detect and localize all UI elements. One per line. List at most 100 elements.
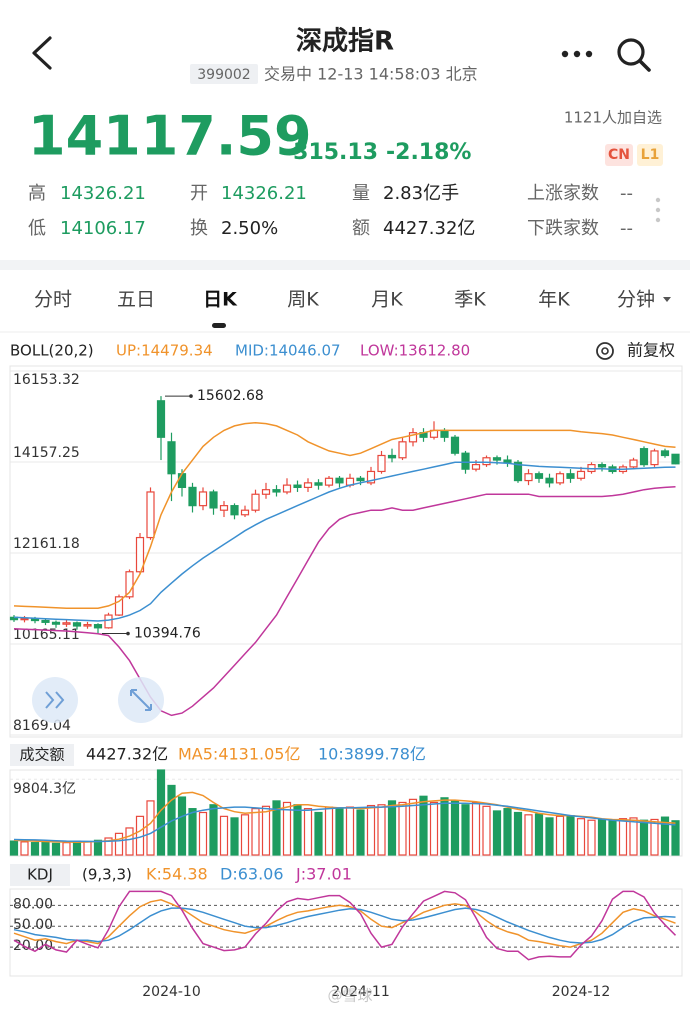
stat-value: 14106.17 (60, 218, 146, 239)
candle-body (167, 441, 176, 475)
volume-bar (482, 805, 491, 856)
tab[interactable]: 年K (538, 289, 570, 311)
volume-bar (639, 819, 649, 856)
volume-bar (597, 818, 607, 856)
volume-bar (303, 808, 313, 856)
candle-body (177, 473, 187, 489)
dropdown-icon (663, 297, 671, 302)
candle-body (240, 509, 250, 516)
volume-bar (314, 811, 323, 856)
volume-bar (513, 811, 523, 856)
settings-icon (601, 347, 609, 355)
kdj-line (13, 907, 676, 944)
y-tick-label: 20.00 (13, 938, 53, 954)
candle-body (387, 454, 397, 459)
volume-bar (629, 817, 638, 856)
stat-label: 上涨家数 (527, 183, 599, 204)
tab[interactable]: 季K (454, 289, 486, 311)
candle-body (408, 432, 418, 443)
candle-body (188, 486, 197, 507)
volume-bar (209, 804, 218, 856)
candle-body (41, 619, 50, 623)
dot (655, 197, 661, 203)
stat-value: -- (620, 183, 633, 204)
badge-bg (605, 144, 633, 166)
volume-bar (524, 814, 533, 856)
tab[interactable]: 月K (371, 289, 403, 311)
candle-body (282, 484, 292, 493)
candle-body (125, 571, 134, 598)
volume-bar (335, 808, 344, 856)
tab[interactable]: 周K (287, 289, 319, 311)
volume-bar (503, 808, 512, 856)
stat-value: 2.83亿手 (383, 183, 459, 204)
trade-status: 交易中 12-13 14:58:03 北京 (264, 65, 478, 84)
candle-body (471, 464, 481, 470)
volume-bar (450, 800, 460, 856)
tab[interactable]: 五日 (117, 289, 155, 311)
volume-bar (282, 801, 292, 856)
stat-label: 开 (190, 183, 208, 204)
x-tick-label: 2024-11 (331, 984, 390, 1000)
candle-body (314, 482, 323, 486)
y-tick-label: 14157.25 (13, 445, 80, 461)
volume-bar (146, 800, 155, 856)
volume-bar (534, 813, 544, 856)
candle-body (576, 470, 586, 479)
label-bg (10, 744, 74, 766)
volume-bar (608, 820, 617, 856)
volume-bar (272, 800, 281, 856)
expand-handle[interactable] (655, 197, 661, 223)
volume-bar (198, 811, 208, 856)
annotation-dot (189, 394, 193, 398)
volume-bar (440, 797, 449, 856)
scroll-button[interactable] (32, 677, 78, 723)
candle-body (146, 491, 155, 539)
dot (585, 50, 593, 58)
stat-value: 2.50% (221, 218, 278, 239)
candle-body (72, 622, 82, 627)
divider (0, 260, 690, 270)
fullscreen-button[interactable] (118, 677, 164, 723)
candle-body (135, 536, 145, 573)
legend-entry: MID:14046.07 (235, 342, 341, 360)
volume-bar (671, 820, 680, 856)
legend-entry: 10:3899.78亿 (318, 745, 426, 764)
last-price: 14117.59 (28, 105, 312, 168)
icon (45, 691, 65, 709)
stat-label: 量 (352, 183, 370, 204)
tab[interactable]: 分钟 (617, 289, 655, 311)
search-button[interactable] (617, 38, 651, 72)
candle-body (650, 450, 659, 466)
candle-body (461, 452, 470, 470)
volume-bar (188, 808, 197, 856)
volume-bar (555, 815, 565, 856)
x-tick-label: 2024-12 (552, 984, 611, 1000)
more-button[interactable] (561, 50, 593, 58)
candle-body (20, 618, 29, 621)
tab[interactable]: 日K (203, 289, 238, 311)
volume-bar (72, 840, 82, 856)
adjust-button[interactable]: 前复权 (596, 341, 675, 360)
candle-body (156, 400, 166, 438)
price-change: -315.13 (284, 140, 378, 165)
annotation-dot (126, 631, 130, 636)
boll-line (13, 486, 676, 717)
candle-body (272, 489, 281, 493)
candle-body (492, 457, 502, 461)
search-icon (617, 38, 645, 66)
candle-body (597, 464, 607, 468)
volume-bar (104, 837, 113, 856)
tab[interactable]: 分时 (34, 289, 72, 311)
stat-value: 4427.32亿 (383, 218, 475, 239)
search-icon (638, 59, 651, 72)
boll-line (13, 421, 676, 609)
volume-bar (230, 817, 239, 856)
volume-bar (587, 819, 596, 856)
back-button[interactable] (32, 36, 52, 70)
indicator-label: BOLL(20,2) (10, 342, 94, 360)
stat-label: 额 (352, 218, 370, 239)
volume-bar (30, 842, 40, 856)
candle-body (482, 457, 491, 466)
candle-body (377, 454, 386, 473)
